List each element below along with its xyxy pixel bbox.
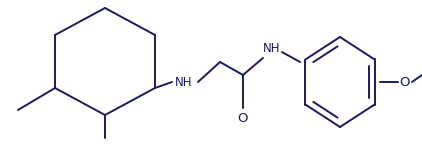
Text: O: O xyxy=(399,76,409,88)
Text: NH: NH xyxy=(263,41,281,55)
Text: O: O xyxy=(238,112,248,125)
Text: NH: NH xyxy=(175,76,193,88)
